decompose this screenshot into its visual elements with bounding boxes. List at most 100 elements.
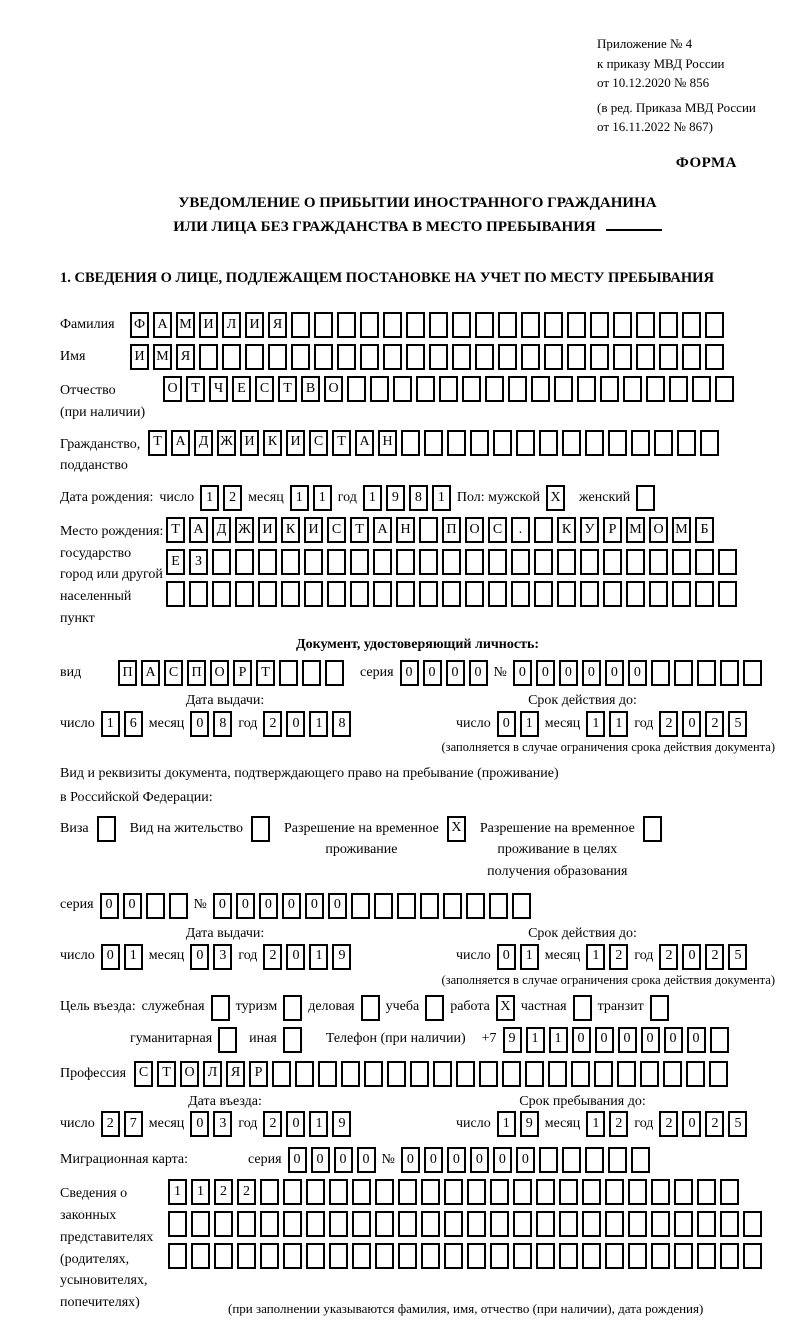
patronymic-cell[interactable]: Ч	[209, 376, 228, 403]
birthplace-cell[interactable]	[718, 581, 737, 608]
representatives-cell[interactable]	[421, 1243, 440, 1270]
residence-issue-day-cell[interactable]: 0	[100, 943, 120, 970]
surname-cell[interactable]	[429, 312, 448, 339]
given-name-cell[interactable]	[360, 344, 379, 371]
citizenship-cell[interactable]: А	[355, 429, 374, 456]
patronymic-cell[interactable]: Т	[278, 376, 297, 403]
representatives-cell[interactable]	[191, 1211, 210, 1238]
profession-cell[interactable]	[709, 1060, 728, 1087]
residence-issue-day-cell[interactable]: 1	[123, 943, 143, 970]
profession-cell[interactable]	[686, 1060, 705, 1087]
identity-valid-year-cell[interactable]: 0	[682, 711, 702, 738]
migration-card-number-cell[interactable]: 0	[469, 1147, 489, 1174]
stay-year-cell[interactable]: 5	[728, 1111, 748, 1138]
citizenship-cell[interactable]	[585, 429, 604, 456]
birthplace-cell[interactable]	[442, 549, 461, 576]
identity-doc-type-cell[interactable]: П	[118, 660, 137, 687]
identity-doc-type-cell[interactable]: Р	[233, 660, 252, 687]
identity-doc-type-cell[interactable]: О	[210, 660, 229, 687]
given-name-cell[interactable]	[705, 344, 724, 371]
representatives-cell[interactable]	[352, 1179, 371, 1206]
given-name-cell[interactable]	[429, 344, 448, 371]
given-name-cell[interactable]: М	[153, 344, 172, 371]
citizenship-cell[interactable]: Т	[148, 429, 167, 456]
citizenship-cell[interactable]: Д	[194, 429, 213, 456]
representatives-cell[interactable]	[306, 1243, 325, 1270]
stay-year-cell[interactable]: 2	[659, 1111, 679, 1138]
phone-cell[interactable]: 0	[686, 1026, 706, 1053]
representatives-cell[interactable]	[720, 1243, 739, 1270]
citizenship-cell[interactable]	[401, 429, 420, 456]
surname-cell[interactable]	[475, 312, 494, 339]
representatives-cell[interactable]	[628, 1243, 647, 1270]
birthplace-cell[interactable]: Ж	[235, 517, 254, 544]
purpose-work-checkbox-cell[interactable]: X	[495, 994, 515, 1021]
identity-doc-type-cell[interactable]	[302, 660, 321, 687]
residence-valid-month-cell[interactable]: 2	[609, 943, 629, 970]
surname-cell[interactable]: И	[245, 312, 264, 339]
birth-year-cell[interactable]: 8	[408, 485, 428, 512]
profession-cell[interactable]	[571, 1060, 590, 1087]
migration-card-series-cell[interactable]: 0	[287, 1147, 307, 1174]
representatives-cell[interactable]: 1	[191, 1179, 210, 1206]
residence-doc-number-cell[interactable]: 0	[327, 892, 347, 919]
patronymic-cell[interactable]	[600, 376, 619, 403]
birthplace-cell[interactable]: О	[465, 517, 484, 544]
stay-day-cell[interactable]: 1	[496, 1111, 516, 1138]
surname-cell[interactable]	[590, 312, 609, 339]
representatives-cell[interactable]	[743, 1243, 762, 1270]
citizenship-cell[interactable]	[608, 429, 627, 456]
citizenship-cell[interactable]: С	[309, 429, 328, 456]
migration-card-series-cell[interactable]: 0	[356, 1147, 376, 1174]
residence-doc-series-cell[interactable]	[168, 892, 188, 919]
patronymic-cell[interactable]: Е	[232, 376, 251, 403]
representatives-cell[interactable]	[697, 1243, 716, 1270]
residence-issue-year-cell[interactable]: 2	[263, 943, 283, 970]
birthplace-cell[interactable]	[419, 581, 438, 608]
entry-day-cell[interactable]: 2	[100, 1111, 120, 1138]
entry-day-cell[interactable]: 7	[123, 1111, 143, 1138]
identity-doc-type-cell[interactable]	[325, 660, 344, 687]
migration-card-number-cell[interactable]: 0	[492, 1147, 512, 1174]
purpose-official-checkbox-cell[interactable]	[210, 994, 230, 1021]
temp-residence-checkbox-cell[interactable]: X	[446, 815, 466, 842]
identity-doc-type-cell[interactable]: А	[141, 660, 160, 687]
birthplace-cell[interactable]: И	[258, 517, 277, 544]
patronymic-cell[interactable]	[485, 376, 504, 403]
birthplace-cell[interactable]	[304, 549, 323, 576]
identity-doc-number-cell[interactable]: 0	[627, 660, 647, 687]
birthplace-cell[interactable]	[189, 581, 208, 608]
birthplace-cell[interactable]	[465, 581, 484, 608]
residence-doc-number-cell[interactable]	[396, 892, 416, 919]
residence-doc-number-cell[interactable]	[419, 892, 439, 919]
surname-cell[interactable]: М	[176, 312, 195, 339]
surname-cell[interactable]	[383, 312, 402, 339]
birthplace-cell[interactable]: А	[373, 517, 392, 544]
birthplace-cell[interactable]	[373, 581, 392, 608]
residence-valid-day-cell[interactable]: 0	[496, 943, 516, 970]
migration-card-number-cell[interactable]	[630, 1147, 650, 1174]
birthplace-cell[interactable]: Д	[212, 517, 231, 544]
residence-doc-number-cell[interactable]: 0	[235, 892, 255, 919]
profession-cell[interactable]	[594, 1060, 613, 1087]
representatives-cell[interactable]	[559, 1179, 578, 1206]
birthplace-cell[interactable]	[695, 549, 714, 576]
profession-cell[interactable]	[456, 1060, 475, 1087]
profession-cell[interactable]	[364, 1060, 383, 1087]
residence-doc-number-cell[interactable]	[350, 892, 370, 919]
given-name-cell[interactable]	[406, 344, 425, 371]
patronymic-cell[interactable]	[646, 376, 665, 403]
citizenship-cell[interactable]	[493, 429, 512, 456]
birthplace-cell[interactable]: С	[327, 517, 346, 544]
identity-doc-type-cell[interactable]: Т	[256, 660, 275, 687]
birth-day-cell[interactable]: 2	[223, 485, 243, 512]
residence-doc-series-cell[interactable]	[145, 892, 165, 919]
birthplace-cell[interactable]	[281, 549, 300, 576]
representatives-cell[interactable]	[375, 1211, 394, 1238]
birth-year-cell[interactable]: 9	[385, 485, 405, 512]
surname-cell[interactable]	[360, 312, 379, 339]
identity-doc-number-cell[interactable]: 0	[604, 660, 624, 687]
birthplace-cell[interactable]: Б	[695, 517, 714, 544]
representatives-cell[interactable]	[467, 1243, 486, 1270]
birthplace-cell[interactable]	[419, 517, 438, 544]
